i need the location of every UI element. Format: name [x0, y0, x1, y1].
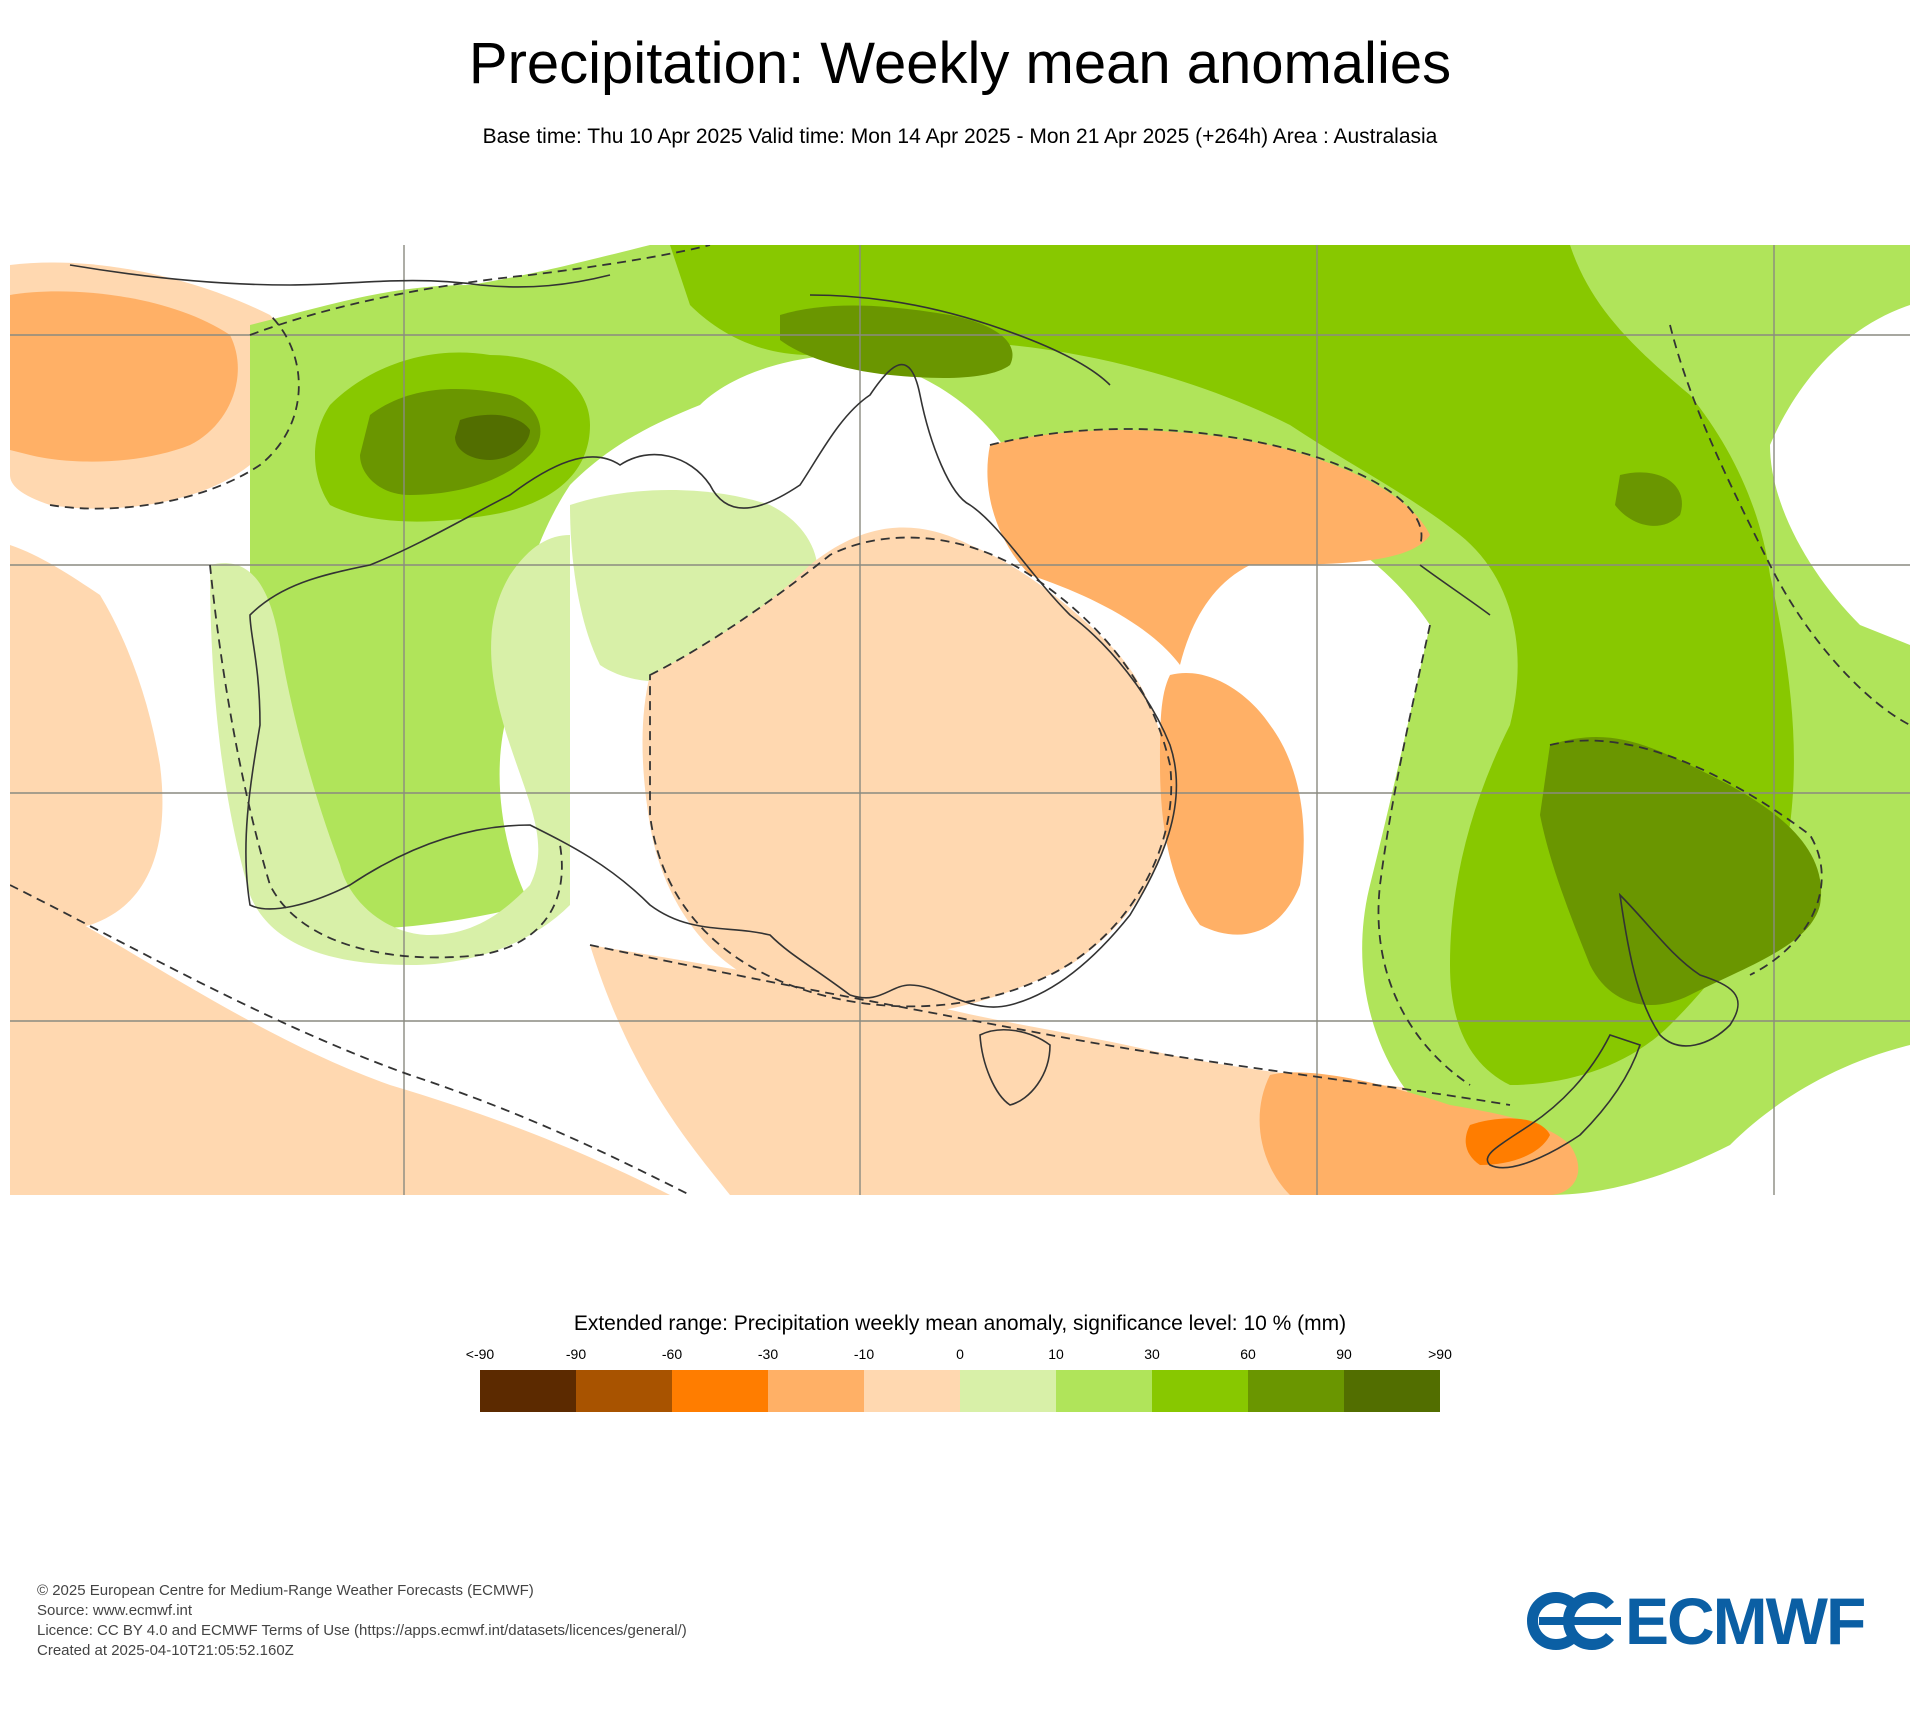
- coastline-tasmania: [979, 1029, 1051, 1106]
- significance-contours: [10, 245, 1910, 1195]
- legend-label: 30: [1144, 1346, 1160, 1362]
- wet-region-png-dark: [780, 305, 1013, 378]
- dry-region-indian-ocean-north-core: [10, 291, 238, 462]
- copyright-text: © 2025 European Centre for Medium-Range …: [37, 1582, 534, 1599]
- legend-label: -10: [853, 1346, 875, 1362]
- wet-region-nw-core: [455, 414, 530, 460]
- dry-region-coral-sea: [987, 430, 1430, 665]
- legend-swatch: [864, 1370, 960, 1412]
- coastline-australia: [245, 363, 1178, 1008]
- coastline-new-zealand-south: [1486, 1034, 1642, 1169]
- legend-swatch: [480, 1370, 576, 1412]
- legend-label: -90: [565, 1346, 587, 1362]
- wet-region-north-medium: [670, 245, 1794, 1085]
- dry-region-east-coast: [1160, 673, 1304, 935]
- footer-credits: © 2025 European Centre for Medium-Range …: [37, 1581, 687, 1661]
- legend-label: 0: [956, 1346, 964, 1362]
- created-text: Created at 2025-04-10T21:05:52.160Z: [37, 1642, 294, 1659]
- wet-region-east-dark: [1615, 472, 1682, 526]
- legend-title: Extended range: Precipitation weekly mea…: [573, 1312, 1347, 1335]
- dry-band-southern-ocean: [10, 885, 670, 1195]
- licence-text: Licence: CC BY 4.0 and ECMWF Terms of Us…: [37, 1622, 687, 1639]
- legend-label: >90: [1428, 1346, 1452, 1362]
- wet-region-west-australia-light: [210, 535, 570, 965]
- dry-region-nz-core: [1465, 1118, 1550, 1165]
- ecmwf-logo: ECMWF: [1525, 1584, 1885, 1658]
- legend-swatch: [1152, 1370, 1248, 1412]
- chart-title: Precipitation: Weekly mean anomalies: [468, 31, 1452, 96]
- map-grid: [10, 245, 1910, 1195]
- coastline-new-guinea: [809, 294, 1111, 386]
- legend-swatch: [1056, 1370, 1152, 1412]
- anomaly-map: [10, 245, 1910, 1195]
- color-legend: <-90 -90 -60 -30 -10 0 10 30 60 90 >90: [466, 1346, 1452, 1416]
- source-text: Source: www.ecmwf.int: [37, 1602, 193, 1619]
- ecmwf-logo-text: ECMWF: [1625, 1584, 1866, 1658]
- legend-swatch: [672, 1370, 768, 1412]
- legend-swatch: [960, 1370, 1056, 1412]
- dry-region-australia: [642, 527, 1170, 1015]
- coastlines: [69, 264, 1739, 1169]
- ecmwf-logo-icon: [1527, 1592, 1621, 1650]
- coastline-new-caledonia: [1419, 564, 1491, 616]
- wet-region-tasman-dark: [1540, 736, 1822, 1005]
- dry-region-west: [10, 545, 163, 930]
- legend-label: <-90: [465, 1346, 495, 1362]
- legend-label: -30: [757, 1346, 779, 1362]
- legend-label: -60: [661, 1346, 683, 1362]
- map-canvas: [10, 245, 1910, 1195]
- coastline-indonesia: [69, 264, 611, 288]
- chart-subtitle: Base time: Thu 10 Apr 2025 Valid time: M…: [482, 125, 1438, 148]
- dry-region-south-of-nz: [1259, 1072, 1579, 1195]
- legend-label: 10: [1048, 1346, 1064, 1362]
- coastline-new-zealand-north: [1618, 892, 1739, 1047]
- legend-swatch: [1248, 1370, 1344, 1412]
- legend-swatch: [768, 1370, 864, 1412]
- legend-label: 90: [1336, 1346, 1352, 1362]
- legend-swatch: [1344, 1370, 1440, 1412]
- legend-label: 60: [1240, 1346, 1256, 1362]
- legend-color-bar: [480, 1370, 1440, 1412]
- legend-swatch: [576, 1370, 672, 1412]
